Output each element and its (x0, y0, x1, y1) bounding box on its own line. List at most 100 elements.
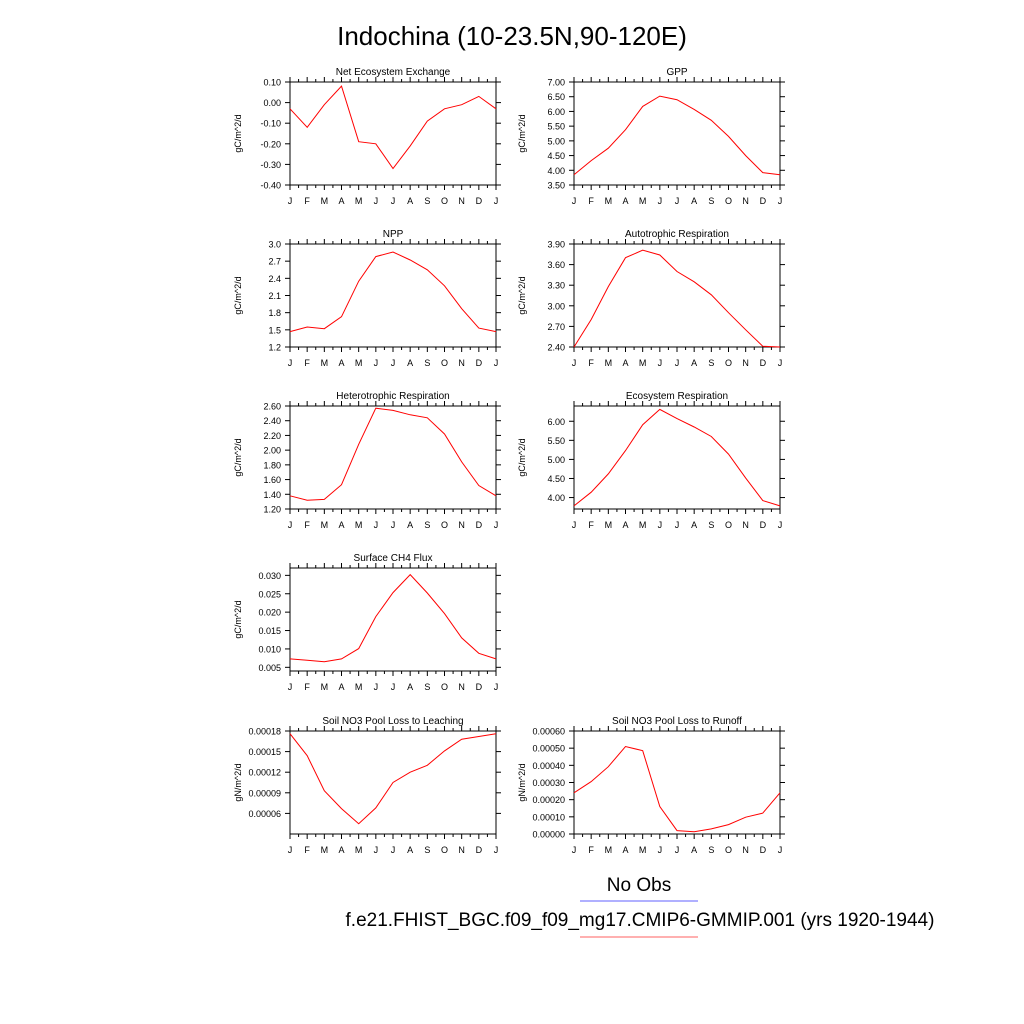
y-tick-label: 0.00010 (532, 812, 565, 822)
x-tick-label: A (691, 196, 697, 206)
panel-title: Ecosystem Respiration (626, 391, 728, 402)
x-tick-label: S (708, 845, 714, 855)
y-tick-label: 3.60 (547, 260, 565, 270)
plot-frame (289, 405, 497, 510)
x-tick-label: D (760, 196, 767, 206)
x-tick-label: O (441, 845, 448, 855)
plot-frame (289, 81, 497, 186)
y-tick-label: 1.60 (263, 475, 281, 485)
x-tick-label: J (675, 358, 680, 368)
x-tick-label: J (494, 682, 499, 692)
y-tick-label: 0.00060 (532, 727, 565, 737)
x-tick-label: J (658, 196, 663, 206)
x-tick-label: J (288, 520, 293, 530)
y-tick-label: 2.20 (263, 431, 281, 441)
y-tick-label: 2.7 (268, 257, 281, 267)
x-tick-label: J (778, 196, 783, 206)
x-tick-label: S (424, 682, 430, 692)
x-tick-label: F (588, 845, 594, 855)
x-tick-label: D (760, 358, 767, 368)
y-tick-label: 0.00009 (248, 788, 281, 798)
x-tick-label: J (374, 845, 379, 855)
x-tick-label: J (675, 196, 680, 206)
y-tick-label: 1.8 (268, 308, 281, 318)
y-tick-label: 5.50 (547, 436, 565, 446)
y-tick-label: 0.00015 (248, 747, 281, 757)
y-tick-label: 3.90 (547, 240, 565, 250)
x-tick-label: J (288, 358, 293, 368)
x-tick-label: A (691, 358, 697, 368)
x-tick-label: J (675, 845, 680, 855)
x-tick-label: N (742, 520, 749, 530)
x-tick-label: J (572, 196, 577, 206)
x-tick-label: F (588, 520, 594, 530)
x-tick-label: A (338, 196, 344, 206)
x-tick-label: M (355, 845, 363, 855)
x-tick-label: F (304, 682, 310, 692)
x-tick-label: A (407, 196, 413, 206)
x-tick-label: J (658, 520, 663, 530)
series-line (289, 251, 497, 333)
panel-title: GPP (666, 67, 687, 78)
x-tick-label: J (778, 520, 783, 530)
x-tick-label: M (321, 845, 329, 855)
x-tick-label: J (288, 196, 293, 206)
x-tick-label: M (321, 358, 329, 368)
x-tick-label: A (407, 845, 413, 855)
x-tick-label: N (458, 196, 465, 206)
x-tick-label: A (338, 845, 344, 855)
x-tick-label: J (374, 520, 379, 530)
x-tick-label: J (572, 358, 577, 368)
y-axis-label: gC/m^2/d (517, 114, 527, 152)
x-tick-label: A (691, 520, 697, 530)
y-axis-label: gC/m^2/d (517, 276, 527, 314)
series-line (573, 249, 781, 348)
plot-frame (573, 730, 781, 835)
y-axis-label: gN/m^2/d (233, 763, 243, 801)
x-tick-label: A (622, 845, 628, 855)
x-tick-label: M (355, 196, 363, 206)
x-tick-label: N (458, 520, 465, 530)
x-tick-label: M (355, 682, 363, 692)
panel-title: NPP (383, 229, 404, 240)
y-tick-label: 2.70 (547, 322, 565, 332)
x-tick-label: M (605, 520, 613, 530)
y-tick-label: 0.020 (258, 608, 281, 618)
x-tick-label: S (424, 358, 430, 368)
x-tick-label: S (708, 358, 714, 368)
x-tick-label: J (391, 358, 396, 368)
y-tick-label: 6.00 (547, 107, 565, 117)
x-tick-label: O (441, 358, 448, 368)
x-tick-label: M (321, 520, 329, 530)
x-tick-label: J (374, 358, 379, 368)
y-tick-label: 0.015 (258, 626, 281, 636)
x-tick-label: O (725, 520, 732, 530)
x-tick-label: J (391, 196, 396, 206)
y-tick-label: -0.20 (260, 139, 281, 149)
x-tick-label: A (407, 682, 413, 692)
y-tick-label: 5.00 (547, 455, 565, 465)
y-tick-label: 0.025 (258, 589, 281, 599)
y-tick-label: -0.10 (260, 119, 281, 129)
legend-obs-label: No Obs (607, 875, 671, 896)
y-tick-label: -0.30 (260, 160, 281, 170)
x-tick-label: J (572, 520, 577, 530)
x-tick-label: D (760, 845, 767, 855)
y-tick-label: 2.00 (263, 446, 281, 456)
series-line (573, 745, 781, 833)
x-tick-label: A (622, 520, 628, 530)
y-tick-label: 3.00 (547, 301, 565, 311)
y-tick-label: 0.00030 (532, 778, 565, 788)
x-tick-label: A (407, 520, 413, 530)
x-tick-label: S (424, 520, 430, 530)
y-tick-label: 2.1 (268, 291, 281, 301)
x-tick-label: S (424, 196, 430, 206)
panel-title: Surface CH4 Flux (354, 553, 433, 564)
y-axis-label: gC/m^2/d (233, 276, 243, 314)
y-axis-label: gC/m^2/d (233, 600, 243, 638)
legend: No Obs f.e21.FHIST_BGC.f09_f09_mg17.CMIP… (346, 875, 934, 938)
